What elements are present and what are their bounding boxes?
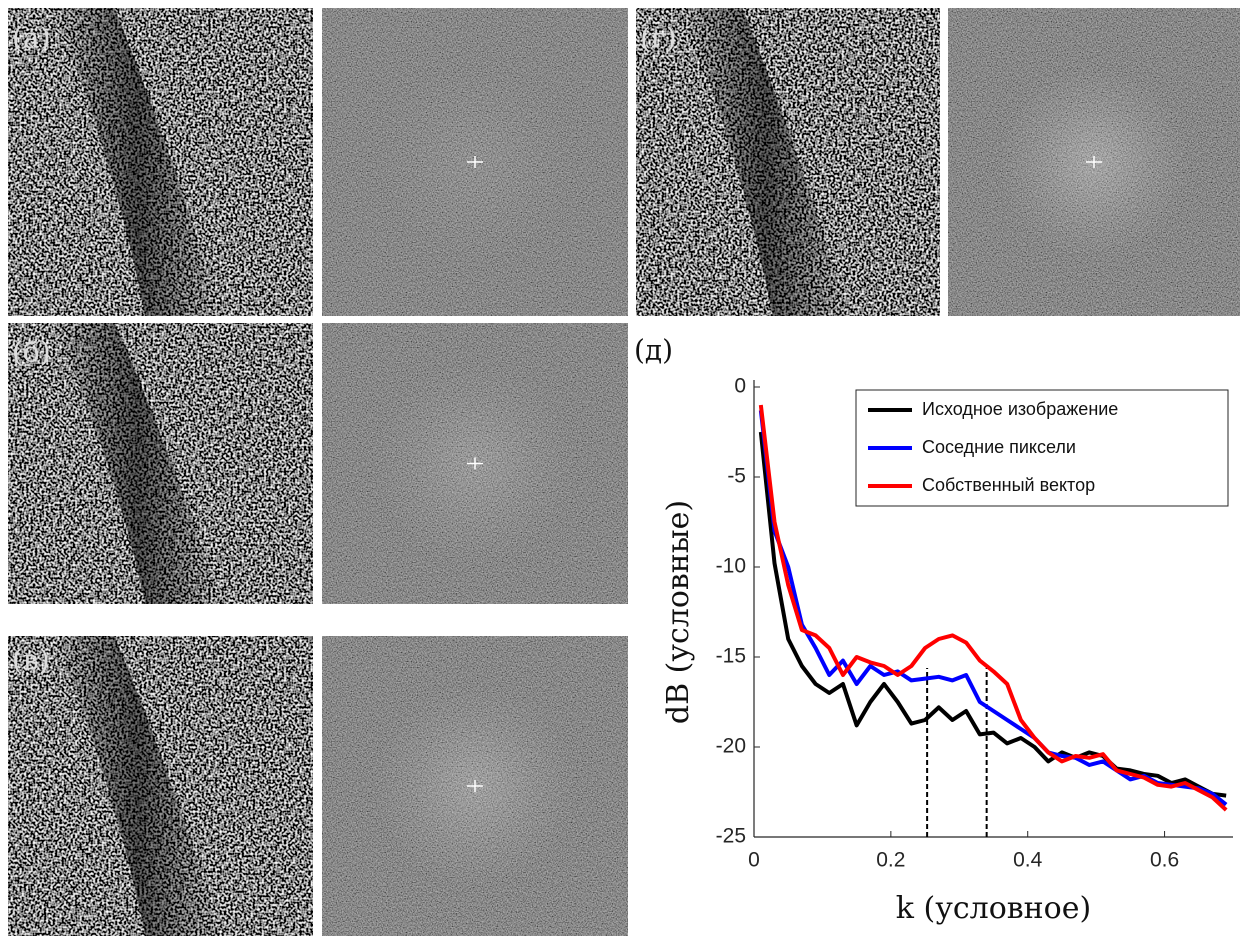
y-tick-label: -5	[727, 465, 746, 488]
panel-label: (б)	[12, 336, 51, 369]
y-tick-label: -25	[716, 825, 746, 848]
chart: -25 -20 -15 -10 -5 0 0 0.2 0.4 0.6 Исходное изобра…	[661, 375, 1233, 926]
y-tick-label: -10	[716, 555, 746, 578]
data-line	[758, 404, 1228, 812]
legend-label: Собственный вектор	[922, 475, 1095, 495]
vessel-shadow	[53, 323, 222, 604]
legend-box	[855, 389, 1229, 507]
panel-label: (д)	[634, 334, 673, 367]
vessel-shadow	[53, 636, 222, 936]
y-tick-label: -15	[716, 645, 746, 668]
y-tick-label: 0	[734, 375, 746, 398]
legend-label: Исходное изображение	[922, 399, 1118, 419]
vessel-shadow	[53, 8, 222, 316]
image-panels: (а) (б) (в) (г) (д)	[8, 8, 1240, 936]
y-axis-label: dB (условные)	[661, 500, 696, 724]
x-axis-label: k (условное)	[896, 891, 1091, 926]
legend-label: Соседние пиксели	[922, 437, 1076, 457]
panel-label: (г)	[640, 22, 677, 55]
y-tick-label: -20	[716, 735, 746, 758]
x-tick-label: 0	[748, 849, 760, 872]
panel-label: (а)	[12, 22, 51, 55]
panel-label: (в)	[12, 644, 50, 677]
x-tick-label: 0.4	[1013, 849, 1043, 872]
data-line	[758, 431, 1227, 798]
vessel-shadow	[681, 8, 849, 316]
x-tick-label: 0.6	[1150, 849, 1179, 872]
x-tick-label: 0.2	[876, 849, 905, 872]
